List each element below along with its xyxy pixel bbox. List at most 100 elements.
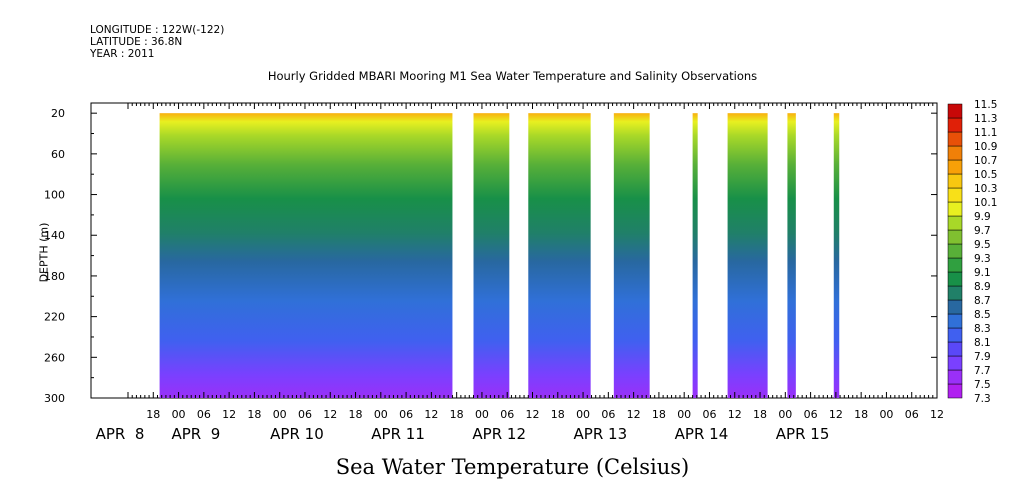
legend-swatch	[947, 313, 963, 329]
plot-frame	[90, 102, 938, 399]
legend-label: 8.9	[974, 281, 991, 293]
x-hour-label: 18	[753, 408, 767, 421]
legend-label: 11.1	[974, 127, 997, 139]
legend-swatch	[947, 383, 963, 399]
x-hour-label: 06	[298, 408, 312, 421]
x-hour-label: 18	[652, 408, 666, 421]
legend-swatch	[947, 299, 963, 315]
legend-label: 7.9	[974, 351, 991, 363]
legend-swatch	[947, 243, 963, 259]
x-hour-label: 06	[702, 408, 716, 421]
legend-swatch	[947, 285, 963, 301]
x-hour-label: 00	[677, 408, 691, 421]
latitude-label: LATITUDE : 36.8N	[90, 36, 183, 48]
legend-swatch	[947, 215, 963, 231]
legend-swatch	[947, 103, 963, 119]
x-day-label: APR 14	[675, 425, 729, 443]
x-hour-label: 12	[829, 408, 843, 421]
legend-label: 10.9	[974, 141, 997, 153]
legend-label: 10.3	[974, 183, 997, 195]
y-tick-label: 260	[44, 351, 65, 364]
legend-label: 7.3	[974, 393, 991, 405]
legend-label: 9.7	[974, 225, 991, 237]
data-segment-2	[528, 113, 591, 398]
x-day-label: APR 15	[776, 425, 830, 443]
x-hour-label: 06	[500, 408, 514, 421]
y-tick-label: 220	[44, 311, 65, 324]
x-hour-label: 18	[247, 408, 261, 421]
y-axis: 20 60 100 140 180 220 260 300	[44, 107, 937, 405]
legend-swatch	[947, 173, 963, 189]
y-tick-label: 300	[44, 392, 65, 405]
legend-swatch	[947, 341, 963, 357]
legend-label: 9.1	[974, 267, 991, 279]
legend-swatch	[947, 117, 963, 133]
legend-swatch	[947, 355, 963, 371]
x-day-label: APR 12	[472, 425, 526, 443]
legend-label: 8.1	[974, 337, 991, 349]
x-hour-label: 06	[804, 408, 818, 421]
x-axis: 18 00 06 12 18 00 06 12 18 00 06 12 18 00 06 12 18 00 06 12…	[96, 103, 944, 443]
legend-label: 7.7	[974, 365, 991, 377]
x-hour-label: 00	[475, 408, 489, 421]
legend-label: 8.3	[974, 323, 991, 335]
x-hour-label: 06	[601, 408, 615, 421]
legend-label: 11.3	[974, 113, 997, 125]
x-hour-label: 00	[172, 408, 186, 421]
legend-swatch	[947, 229, 963, 245]
y-tick-label: 140	[44, 229, 65, 242]
x-hour-label: 12	[323, 408, 337, 421]
legend-label: 9.9	[974, 211, 991, 223]
x-hour-label: 12	[627, 408, 641, 421]
x-hour-label: 00	[879, 408, 893, 421]
x-hour-label: 00	[374, 408, 388, 421]
x-hour-label: 12	[526, 408, 540, 421]
x-hour-label: 12	[222, 408, 236, 421]
x-hour-label: 06	[905, 408, 919, 421]
legend-label: 10.5	[974, 169, 997, 181]
x-hour-label: 18	[854, 408, 868, 421]
data-segment-1	[473, 113, 510, 398]
legend-swatch	[947, 257, 963, 273]
longitude-label: LONGITUDE : 122W(-122)	[90, 24, 225, 36]
x-hour-label: 00	[576, 408, 590, 421]
x-day-label: APR 8	[96, 425, 145, 443]
legend-swatch	[947, 187, 963, 203]
legend-label: 7.5	[974, 379, 991, 391]
x-hour-label: 18	[146, 408, 160, 421]
x-hour-label: 18	[349, 408, 363, 421]
y-tick-label: 180	[44, 270, 65, 283]
legend-label: 8.5	[974, 309, 991, 321]
x-hour-label: 12	[930, 408, 944, 421]
year-label: YEAR : 2011	[90, 48, 155, 60]
x-day-label: APR 9	[171, 425, 220, 443]
y-tick-label: 100	[44, 189, 65, 202]
legend-swatch	[947, 369, 963, 385]
legend-label: 10.1	[974, 197, 997, 209]
legend-swatch	[947, 271, 963, 287]
y-tick-label: 60	[51, 148, 65, 161]
legend-swatch	[947, 327, 963, 343]
data-segment-5	[727, 113, 768, 398]
x-hour-label: 00	[273, 408, 287, 421]
x-hour-label: 18	[551, 408, 565, 421]
legend-label: 10.7	[974, 155, 997, 167]
x-hour-label: 06	[197, 408, 211, 421]
plot-border	[90, 102, 938, 399]
x-hour-label: 12	[728, 408, 742, 421]
data-segment-4	[692, 113, 698, 398]
x-day-label: APR 11	[371, 425, 425, 443]
x-day-label: APR 10	[270, 425, 324, 443]
data-segment-6	[787, 113, 796, 398]
legend-label: 11.5	[974, 99, 997, 111]
x-day-label: APR 13	[574, 425, 628, 443]
x-axis-label: Sea Water Temperature (Celsius)	[335, 455, 690, 479]
y-tick-label: 20	[51, 107, 65, 120]
x-hour-label: 06	[399, 408, 413, 421]
legend-swatch	[947, 131, 963, 147]
x-hour-label: 00	[778, 408, 792, 421]
data-segment-7	[833, 113, 840, 398]
data-segment-3	[613, 113, 650, 398]
data-segments	[159, 113, 840, 398]
